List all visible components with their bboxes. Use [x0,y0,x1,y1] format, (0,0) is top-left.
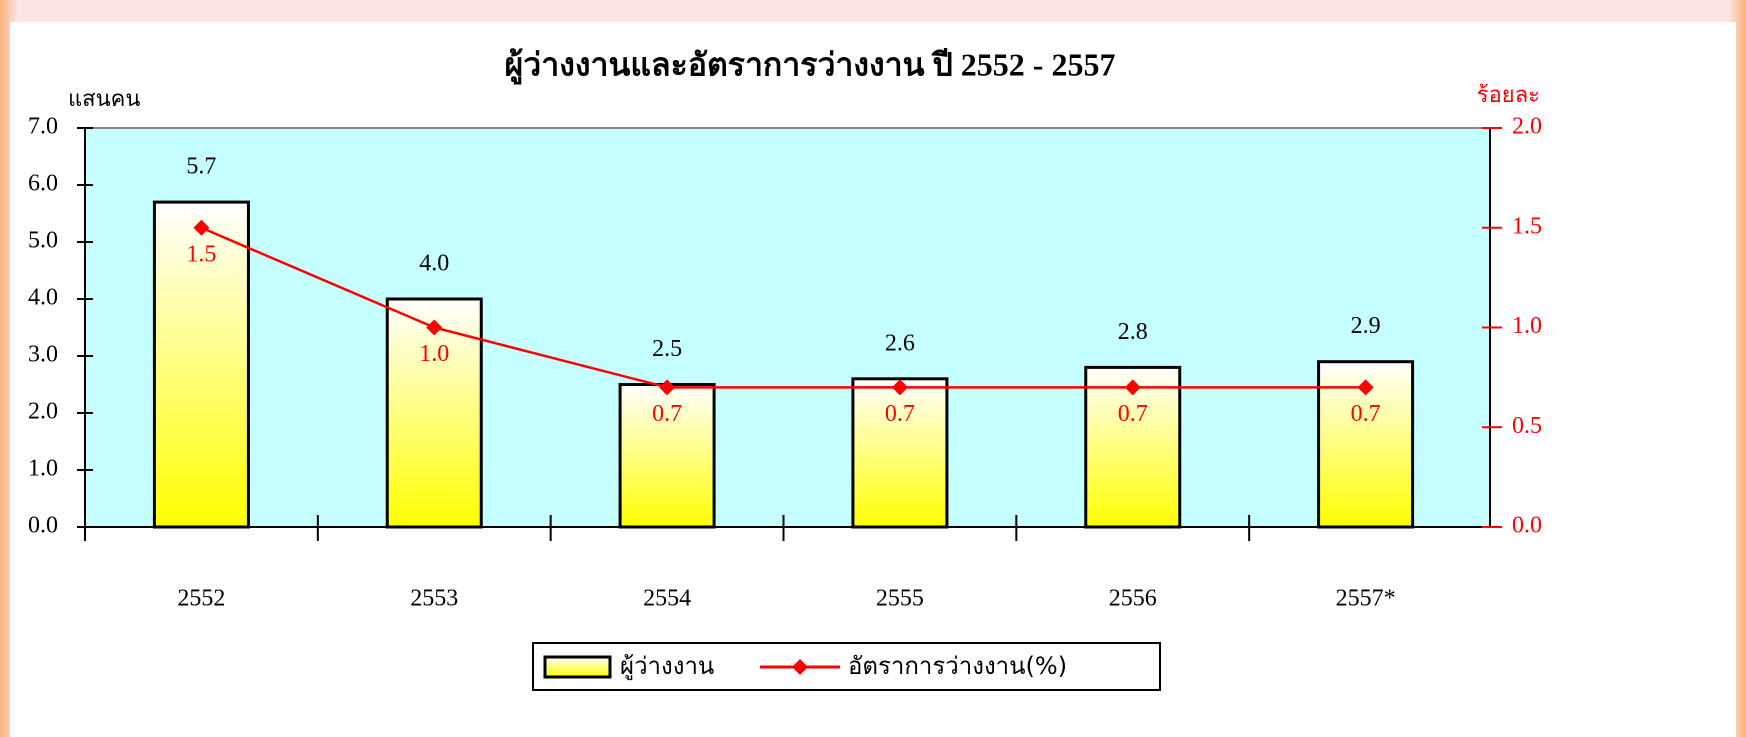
x-tick-label: 2554 [643,586,691,612]
bar-value-label: 2.9 [1351,313,1381,339]
legend-label: ผู้ว่างงาน [620,652,714,681]
chart-title: ผู้ว่างงานและอัตราการว่างงาน ปี 2552 - 2… [505,46,1116,85]
x-tick-label: 2556 [1109,586,1157,612]
y2-tick-label: 0.5 [1512,413,1542,439]
bar-value-label: 4.0 [419,251,449,277]
line [200,226,1366,389]
y-tick-label: 3.0 [28,342,58,368]
bar [851,377,949,529]
y2-tick-label: 0.0 [1512,513,1542,539]
x-tick-label: 2555 [876,586,924,612]
bar [152,200,250,529]
y-tick-label: 5.0 [28,228,58,254]
legend [532,642,1161,691]
line-value-label: 0.7 [1118,401,1148,427]
line-marker [659,379,676,396]
line-marker [891,379,908,396]
legend-label: อัตราการว่างงาน(%) [848,652,1067,680]
bar [385,297,483,529]
line-value-label: 0.7 [1351,401,1381,427]
y-tick-label: 7.0 [28,114,58,140]
bar-value-label: 2.6 [885,330,915,356]
legend-swatch-marker [792,659,808,675]
line-marker [426,319,443,336]
x-tick-label: 2557* [1336,586,1396,612]
y-axis-label: แสนคน [68,86,140,111]
y2-tick-label: 1.5 [1512,213,1542,239]
line-marker [1124,379,1141,396]
y-tick-label: 4.0 [28,285,58,311]
y2-tick-label: 2.0 [1512,114,1542,140]
y2-tick-label: 1.0 [1512,313,1542,339]
x-tick-label: 2553 [410,586,458,612]
y2-axis-label: ร้อยละ [1477,82,1540,107]
line-marker [1357,379,1374,396]
line-marker [193,219,210,236]
plot-area [85,128,1490,527]
bar [618,383,716,529]
bar-value-label: 2.5 [652,336,682,362]
bar-value-label: 5.7 [186,154,216,180]
line-value-label: 1.0 [419,341,449,367]
x-tick-label: 2552 [177,586,225,612]
y-tick-label: 2.0 [28,399,58,425]
y-tick-label: 0.0 [28,513,58,539]
bar [1317,360,1415,529]
y-tick-label: 1.0 [28,456,58,482]
line-value-label: 1.5 [186,241,216,267]
line-value-label: 0.7 [885,401,915,427]
line-value-label: 0.7 [652,401,682,427]
bar-value-label: 2.8 [1118,319,1148,345]
y-tick-label: 6.0 [28,171,58,197]
legend-swatch-bar [543,655,612,679]
